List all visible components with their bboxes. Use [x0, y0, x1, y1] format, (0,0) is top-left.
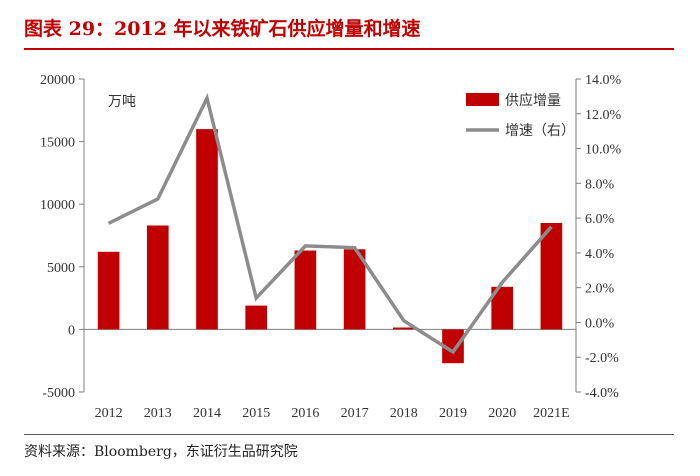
bar-2015 [245, 305, 268, 330]
right-tick-label: 8.0% [585, 177, 615, 192]
left-tick-label: 10000 [40, 198, 75, 213]
bar-2012 [97, 251, 120, 330]
right-tick-label: 12.0% [585, 108, 622, 123]
chart-title: 图表 29：2012 年以来铁矿石供应增量和增速 [24, 18, 421, 40]
left-axis: -5000 0 5000 10000 15000 20000 [40, 73, 84, 401]
right-tick-label: -2.0% [585, 351, 619, 366]
x-tick-label: 2015 [242, 406, 270, 421]
x-tick-label: 2018 [390, 406, 418, 421]
left-tick-label: 0 [68, 323, 75, 338]
right-tick-label: 4.0% [585, 247, 615, 262]
right-axis: -4.0% -2.0% 0.0% 2.0% 4.0% 6.0% 8.0% 10.0% 12.0%… [576, 73, 622, 401]
bar-2021E [540, 222, 563, 330]
left-tick-label: -5000 [42, 386, 75, 401]
x-tick-label: 2014 [193, 406, 221, 421]
legend-label-line: 增速（右） [505, 123, 575, 139]
x-tick-label: 2012 [95, 406, 123, 421]
bar-2020 [491, 286, 514, 330]
left-tick-label: 15000 [40, 136, 75, 151]
bar-2014 [196, 129, 218, 330]
left-tick-label: 5000 [47, 261, 75, 276]
x-tick-label: 2020 [488, 406, 516, 421]
x-tick-label: 2016 [291, 406, 319, 421]
unit-label: 万吨 [108, 94, 136, 110]
legend: 供应增量 增速（右） [466, 92, 575, 139]
right-tick-label: 10.0% [585, 143, 622, 158]
x-tick-label: 2019 [439, 406, 467, 421]
left-tick-label: 20000 [40, 73, 75, 88]
right-tick-label: -4.0% [585, 386, 619, 401]
bar-2018 [392, 327, 415, 330]
footer-rule [24, 434, 674, 435]
x-tick-label: 2017 [341, 406, 369, 421]
bar-2019 [442, 329, 464, 364]
x-tick-label: 2021E [533, 406, 570, 421]
bar-2017 [343, 249, 366, 330]
bar-series [97, 129, 563, 364]
bar-2013 [146, 225, 169, 330]
right-tick-label: 0.0% [585, 316, 615, 331]
right-tick-label: 2.0% [585, 282, 615, 297]
x-axis: 2012 2013 2014 2015 2016 2017 2018 2019 2020 2021… [95, 406, 570, 421]
legend-label-bar: 供应增量 [505, 92, 561, 109]
x-tick-label: 2013 [144, 406, 172, 421]
legend-swatch-bar [466, 93, 499, 106]
title-rule [24, 48, 674, 50]
line-series-growth [107, 93, 553, 355]
right-tick-label: 6.0% [585, 212, 615, 227]
bar-2016 [294, 250, 317, 330]
source-note: 资料来源：Bloomberg，东证衍生品研究院 [24, 444, 298, 460]
right-tick-label: 14.0% [585, 73, 622, 88]
